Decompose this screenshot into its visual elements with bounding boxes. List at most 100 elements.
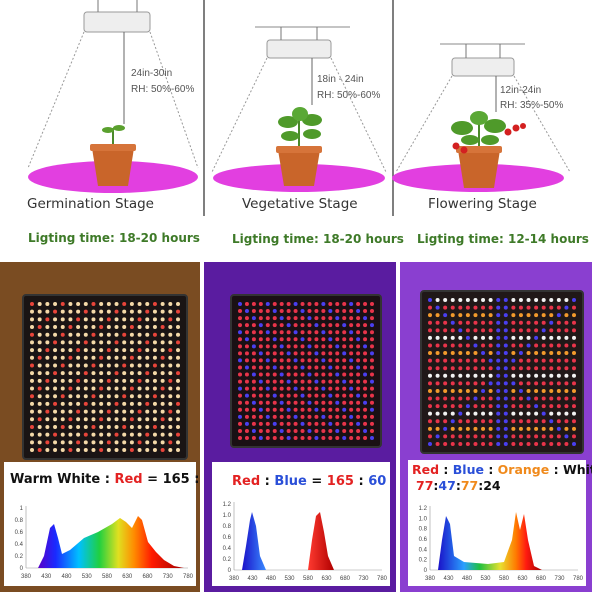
led	[556, 298, 561, 302]
led	[363, 393, 368, 398]
led	[503, 388, 508, 393]
led	[307, 309, 312, 314]
led	[349, 407, 354, 412]
led	[30, 317, 34, 322]
led	[349, 414, 354, 419]
led	[300, 316, 305, 321]
x-tick-label: 580	[303, 576, 314, 582]
led	[106, 309, 111, 314]
led	[265, 358, 270, 363]
led	[314, 330, 319, 335]
led	[572, 373, 576, 378]
led	[114, 332, 119, 337]
led	[370, 414, 374, 419]
led	[238, 351, 242, 356]
led	[534, 358, 539, 363]
led	[328, 393, 333, 398]
led	[76, 309, 81, 314]
led	[349, 372, 354, 377]
led	[293, 428, 298, 433]
led	[68, 409, 73, 414]
led	[91, 332, 96, 337]
led	[428, 442, 432, 446]
led	[68, 317, 73, 322]
led	[272, 386, 277, 391]
led	[60, 440, 65, 445]
led	[370, 407, 374, 412]
y-tick-label: 0.6	[223, 535, 232, 541]
led	[342, 400, 347, 405]
led	[60, 417, 65, 422]
led	[145, 440, 150, 445]
led	[518, 328, 523, 333]
led	[556, 358, 561, 363]
led	[83, 363, 88, 368]
led	[503, 426, 508, 431]
led	[549, 313, 554, 318]
led	[160, 340, 165, 345]
led	[503, 298, 508, 302]
led	[443, 381, 448, 386]
led	[443, 343, 448, 348]
led	[465, 335, 470, 340]
led	[458, 373, 463, 378]
led	[511, 313, 516, 318]
led	[526, 335, 531, 340]
ratio-part: White	[562, 462, 592, 477]
led	[76, 363, 81, 368]
led	[363, 365, 368, 370]
led	[106, 417, 111, 422]
led	[279, 386, 284, 391]
led	[356, 337, 361, 342]
led	[129, 371, 134, 376]
led	[526, 396, 531, 401]
led	[465, 442, 470, 446]
led	[122, 424, 127, 429]
stage-2-name: Vegetative Stage	[242, 196, 358, 212]
led	[272, 323, 277, 328]
led	[526, 351, 531, 356]
led	[488, 411, 493, 416]
led	[279, 428, 284, 433]
led	[458, 396, 463, 401]
led	[68, 448, 73, 452]
led	[503, 366, 508, 371]
led	[488, 320, 493, 325]
led	[541, 366, 546, 371]
led	[321, 365, 326, 370]
led	[83, 371, 88, 376]
led	[488, 366, 493, 371]
led	[244, 436, 249, 440]
led	[152, 401, 157, 406]
led	[342, 372, 347, 377]
led	[465, 373, 470, 378]
led	[428, 298, 432, 302]
led	[335, 302, 340, 306]
led	[307, 393, 312, 398]
spectrum-chart-1: 1 0.8 0.6 0.4 0.2 0 380 430 480 530 580 630 680 730 78…	[15, 506, 194, 580]
led	[238, 302, 242, 306]
led	[152, 363, 157, 368]
led	[114, 432, 119, 437]
led	[145, 424, 150, 429]
led	[314, 365, 319, 370]
led	[53, 394, 58, 399]
led	[349, 337, 354, 342]
led	[349, 323, 354, 328]
led	[503, 396, 508, 401]
led	[53, 378, 58, 383]
led	[265, 337, 270, 342]
led	[60, 386, 65, 391]
y-tick-label: 0.2	[15, 554, 24, 560]
led	[342, 436, 347, 440]
led	[363, 344, 368, 349]
led	[300, 428, 305, 433]
led	[363, 351, 368, 356]
led	[496, 335, 501, 340]
led	[349, 365, 354, 370]
led	[122, 448, 127, 452]
led	[541, 358, 546, 363]
led	[518, 426, 523, 431]
led	[518, 396, 523, 401]
led	[496, 434, 501, 439]
